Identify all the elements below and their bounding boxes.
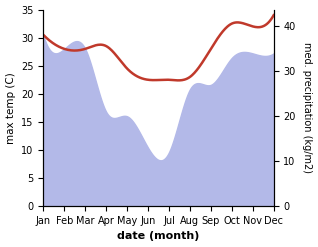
Y-axis label: med. precipitation (kg/m2): med. precipitation (kg/m2) <box>302 42 313 173</box>
Y-axis label: max temp (C): max temp (C) <box>5 72 16 144</box>
X-axis label: date (month): date (month) <box>117 231 200 242</box>
